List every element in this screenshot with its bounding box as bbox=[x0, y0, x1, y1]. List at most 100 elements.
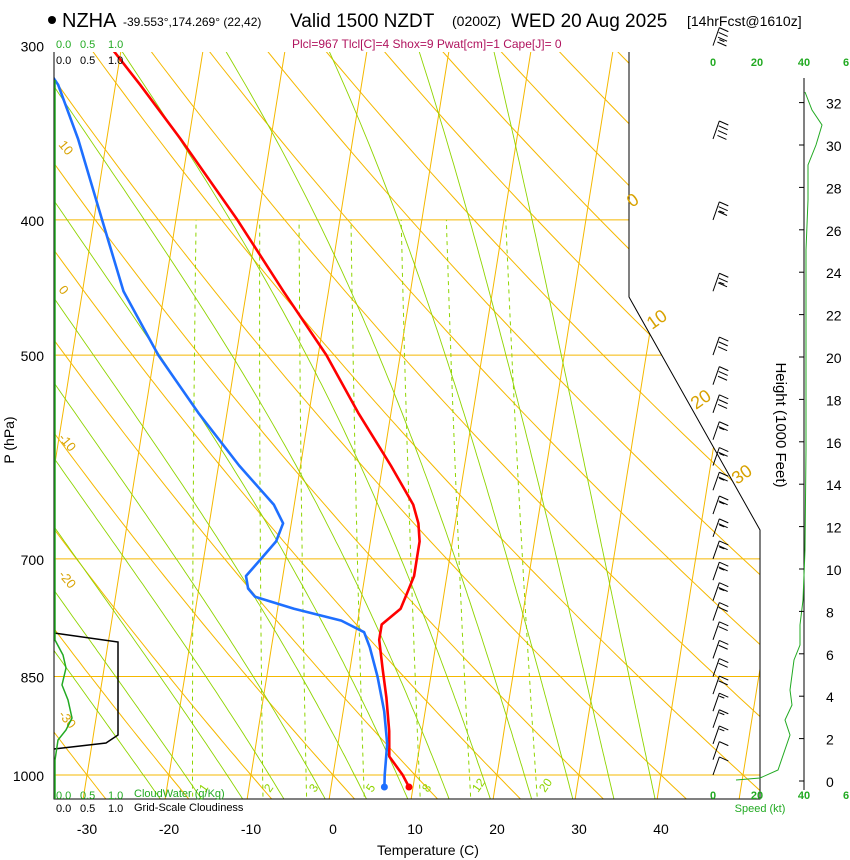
wind-barb-flag bbox=[719, 756, 729, 762]
wind-barb-flag bbox=[718, 370, 728, 376]
cloudiness-legend: Grid-Scale Cloudiness bbox=[134, 802, 244, 814]
moist-adiabat-line bbox=[54, 52, 206, 799]
top-scale-green-label: 1.0 bbox=[108, 39, 123, 51]
wind-barb bbox=[712, 675, 729, 695]
x-tick-label: 20 bbox=[489, 821, 505, 837]
moist-adiabat-line bbox=[54, 52, 370, 799]
isotherm-line bbox=[54, 52, 140, 799]
height-tick-label: 32 bbox=[826, 96, 842, 112]
wind-barb-staff bbox=[712, 640, 720, 659]
top-scale-black-label: 1.0 bbox=[108, 55, 123, 67]
dry-adiabat-line bbox=[266, 52, 760, 799]
wind-barb-staff bbox=[712, 273, 720, 292]
wind-barb-staff bbox=[712, 582, 720, 601]
moist-adiabat-line bbox=[459, 52, 657, 799]
wind-barb-flag bbox=[719, 336, 729, 342]
speed-tick-label-bottom: 20 bbox=[751, 790, 763, 802]
wind-barb-flag bbox=[719, 725, 729, 731]
wind-barb-half bbox=[719, 427, 725, 431]
wind-barb bbox=[712, 495, 729, 515]
wind-barb-flag bbox=[719, 561, 729, 567]
dry-adiabat-line bbox=[54, 52, 760, 799]
wind-barb-flag bbox=[718, 476, 728, 482]
wind-barb-half bbox=[719, 567, 725, 571]
wind-barb bbox=[712, 582, 729, 601]
wind-barb bbox=[712, 471, 729, 491]
height-tick-label: 12 bbox=[826, 520, 842, 536]
wind-barb bbox=[712, 201, 729, 221]
wind-barb-flag bbox=[717, 403, 728, 409]
wind-barb bbox=[712, 725, 729, 745]
bottom-scale-black-label: 1.0 bbox=[108, 803, 123, 815]
dry-adiabat-line bbox=[211, 52, 760, 799]
isotherm-line bbox=[409, 52, 550, 799]
height-tick-label: 2 bbox=[826, 732, 834, 748]
wind-barb-staff bbox=[712, 725, 720, 745]
dry-adiabat-line bbox=[54, 52, 610, 799]
wind-barb-staff bbox=[712, 421, 720, 440]
wind-barb-flag bbox=[719, 495, 729, 501]
wind-barb-staff bbox=[712, 366, 720, 385]
dry-adiabat-line bbox=[102, 52, 760, 799]
wind-barb-staff bbox=[712, 27, 720, 46]
speed-tick-label-top: 6 bbox=[843, 57, 849, 69]
wind-barb-staff bbox=[712, 201, 720, 221]
annotations: 2503004005007008501000-30-20-10010203040… bbox=[13, 27, 849, 837]
wind-barb bbox=[712, 621, 729, 640]
height-tick-label: 20 bbox=[826, 350, 842, 366]
wind-barb-flag bbox=[719, 394, 729, 400]
cloudiness-profile bbox=[53, 632, 119, 750]
wind-barb-flag bbox=[719, 741, 729, 747]
dry-adiabat-label: 10 bbox=[56, 137, 77, 158]
wind-barb-half bbox=[719, 39, 725, 43]
bottom-scale-green-label: 0.0 bbox=[56, 790, 71, 802]
isotherm-line bbox=[327, 52, 468, 799]
wind-barb-flag bbox=[719, 658, 729, 663]
isotherm-line bbox=[163, 52, 304, 799]
wind-barb-flag bbox=[719, 621, 729, 627]
wind-barb-half bbox=[719, 524, 725, 528]
wind-barb bbox=[712, 394, 729, 413]
top-scale-green-label: 0.5 bbox=[80, 39, 95, 51]
dry-adiabat-line bbox=[593, 52, 760, 799]
height-tick-label: 10 bbox=[826, 562, 842, 578]
wind-barb-flag bbox=[719, 272, 729, 278]
cloudwater-legend: CloudWater (g/Kg) bbox=[134, 788, 225, 800]
wind-barb-staff bbox=[712, 561, 720, 581]
wind-barb-flag bbox=[718, 545, 728, 551]
speed-tick-label-top: 20 bbox=[751, 57, 763, 69]
station-dot-icon bbox=[48, 16, 56, 24]
wind-barb-flag bbox=[719, 639, 729, 645]
wind-barb-half bbox=[719, 695, 725, 699]
height-tick-label: 22 bbox=[826, 308, 842, 324]
mixing-ratio-line bbox=[259, 219, 264, 799]
wind-barb-staff bbox=[712, 447, 720, 466]
wind-barb-staff bbox=[712, 394, 720, 413]
wind-barb bbox=[712, 692, 729, 712]
height-tick-label: 8 bbox=[826, 604, 834, 620]
wind-barb-flag bbox=[718, 680, 728, 686]
dry-adiabat-line bbox=[54, 52, 277, 799]
wind-barb-flag bbox=[719, 447, 729, 452]
dry-adiabat-line bbox=[321, 52, 760, 799]
wind-barb-flag bbox=[717, 41, 727, 47]
wind-barb bbox=[712, 658, 729, 677]
temperature-surface-marker bbox=[405, 783, 413, 791]
plot-frame bbox=[53, 52, 761, 800]
wind-barb-flag bbox=[719, 540, 729, 546]
x-tick-label: -20 bbox=[159, 821, 179, 837]
wind-barb bbox=[712, 602, 729, 621]
dry-adiabat-line bbox=[648, 52, 760, 799]
wind-barb-staff bbox=[712, 658, 720, 677]
dry-adiabat-line bbox=[54, 52, 527, 799]
dry-adiabat-line bbox=[54, 52, 444, 799]
height-axis-label: Height (1000 Feet) bbox=[772, 362, 789, 487]
height-tick-label: 26 bbox=[826, 223, 842, 239]
valid-utc: (0200Z) bbox=[452, 13, 501, 29]
x-tick-label: -30 bbox=[77, 821, 97, 837]
x-tick-label: 0 bbox=[329, 821, 337, 837]
dry-adiabat-line bbox=[484, 52, 760, 799]
x-tick-label: 10 bbox=[407, 821, 423, 837]
